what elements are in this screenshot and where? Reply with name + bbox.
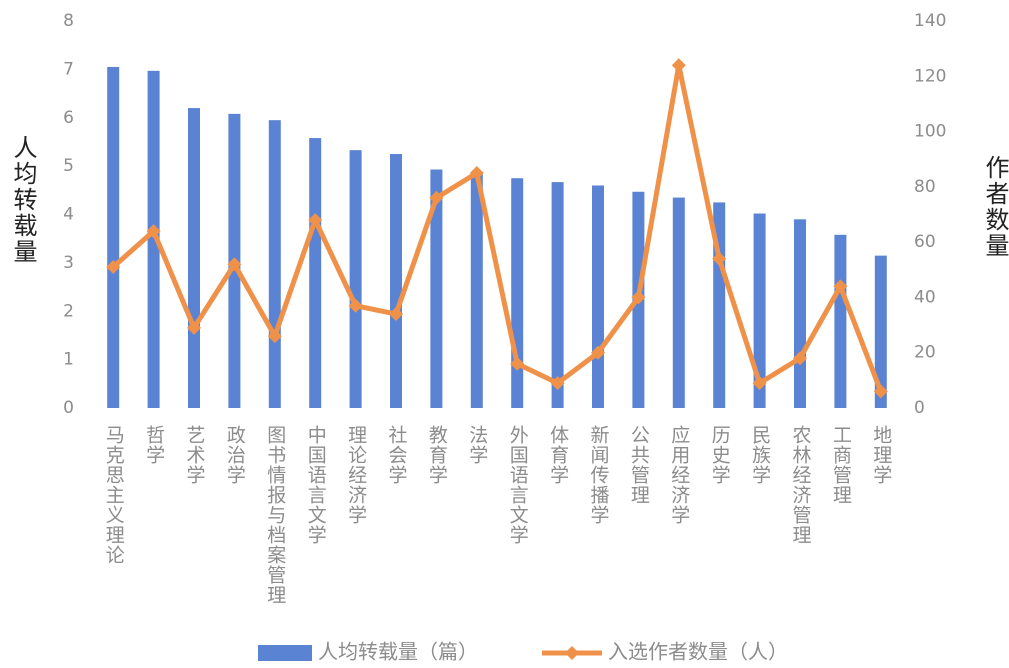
y-tick-label: 8 xyxy=(63,11,74,31)
bar xyxy=(188,108,200,408)
y-tick-label: 0 xyxy=(63,398,74,418)
y2-tick-label: 120 xyxy=(914,66,946,86)
x-tick-label: 图书情报与档案管理 xyxy=(264,425,286,605)
y-tick-label: 3 xyxy=(63,253,74,273)
y-axis-title: 人均转载量 xyxy=(9,135,37,265)
x-tick-label: 地理学 xyxy=(870,425,892,485)
x-tick-label: 中国语言文学 xyxy=(305,425,327,545)
bar xyxy=(471,173,483,408)
y2-tick-label: 100 xyxy=(914,122,946,142)
x-tick-label: 民族学 xyxy=(749,425,771,485)
y2-tick-label: 20 xyxy=(914,343,936,363)
bar xyxy=(269,120,281,408)
y2-tick-label: 140 xyxy=(914,11,946,31)
x-tick-label: 历史学 xyxy=(709,425,731,485)
y-tick-label: 2 xyxy=(63,301,74,321)
y2-tick-label: 40 xyxy=(914,287,936,307)
x-tick-label: 政治学 xyxy=(224,425,246,485)
x-tick-label: 外国语言文学 xyxy=(507,425,529,545)
y-tick-label: 6 xyxy=(63,108,74,128)
x-tick-label: 理论经济学 xyxy=(345,425,367,525)
chart: 人均转载量 作者数量 012345678020406080100120140马克… xyxy=(0,0,1009,668)
y2-tick-label: 0 xyxy=(914,398,925,418)
y2-axis-title: 作者数量 xyxy=(981,155,1009,259)
legend-swatch xyxy=(565,646,579,660)
x-tick-label: 体育学 xyxy=(547,425,569,485)
bar xyxy=(834,235,846,408)
x-tick-label: 教育学 xyxy=(426,425,448,485)
line xyxy=(113,65,881,391)
bar xyxy=(390,154,402,408)
bar xyxy=(350,150,362,408)
x-tick-label: 艺术学 xyxy=(184,425,206,485)
bar xyxy=(107,67,119,408)
bar xyxy=(794,219,806,408)
x-tick-label: 法学 xyxy=(466,425,488,465)
y-tick-label: 5 xyxy=(63,156,74,176)
bar xyxy=(673,198,685,408)
marker xyxy=(672,58,686,72)
legend-label: 入选作者数量（人） xyxy=(608,640,788,664)
legend-swatch xyxy=(258,645,312,661)
x-tick-label: 应用经济学 xyxy=(668,425,690,525)
y-tick-label: 1 xyxy=(63,350,74,370)
x-tick-label: 新闻传播学 xyxy=(588,425,610,525)
y2-tick-label: 60 xyxy=(914,232,936,252)
x-tick-label: 马克思主义理论 xyxy=(103,425,125,565)
x-tick-label: 社会学 xyxy=(386,425,408,485)
y-tick-label: 4 xyxy=(63,205,74,225)
y2-tick-label: 80 xyxy=(914,177,936,197)
x-tick-label: 农林经济管理 xyxy=(790,425,812,545)
x-tick-label: 公共管理 xyxy=(628,425,650,505)
bar xyxy=(552,182,564,408)
bar xyxy=(309,138,321,408)
x-tick-label: 工商管理 xyxy=(830,425,852,505)
legend-label: 人均转载量（篇） xyxy=(318,640,478,664)
x-tick-label: 哲学 xyxy=(143,425,165,465)
bar xyxy=(592,185,604,408)
y-tick-label: 7 xyxy=(63,59,74,79)
bar xyxy=(511,178,523,408)
